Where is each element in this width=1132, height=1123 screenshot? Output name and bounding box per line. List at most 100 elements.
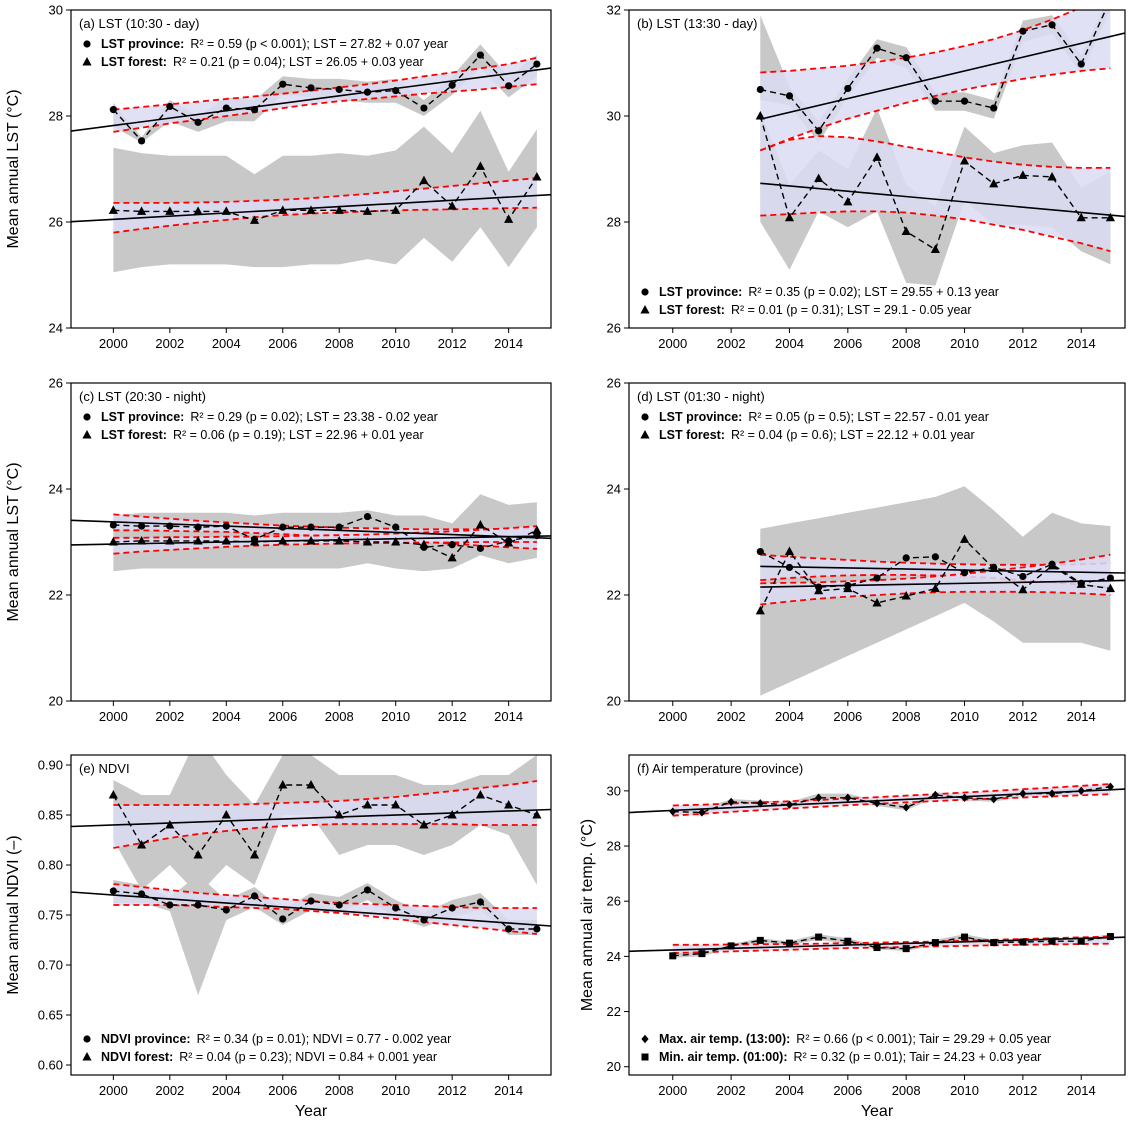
x-tick-label: 2008	[325, 1083, 354, 1098]
y-tick-label: 0.70	[38, 958, 63, 973]
x-tick-label: 2000	[658, 709, 687, 724]
data-point-0-2012	[448, 81, 456, 89]
data-point-1-2003	[193, 206, 203, 215]
x-tick-label: 2002	[717, 336, 746, 351]
data-point-1-2013	[1047, 560, 1057, 570]
series-line-1	[113, 524, 538, 559]
data-point-1-2013	[475, 520, 486, 529]
data-point-0-2004	[785, 800, 794, 809]
legend-label: LST forest:	[101, 428, 167, 442]
y-tick-label: 26	[49, 215, 63, 230]
data-point-0-2013	[1048, 21, 1056, 29]
data-point-0-2000	[109, 887, 117, 895]
data-point-1-2011	[419, 539, 429, 549]
legend-marker-1	[82, 1052, 92, 1061]
data-point-1-2008	[901, 591, 911, 600]
data-point-1-2010	[961, 933, 969, 941]
x-tick-label: 2002	[155, 1083, 184, 1098]
legend-marker-1	[82, 57, 92, 66]
legend-entry-1: NDVI forest: R² = 0.04 (p = 0.23); NDVI =…	[101, 1050, 437, 1064]
data-point-1-2004	[785, 939, 793, 947]
x-tick-label: 2008	[892, 336, 921, 351]
legend-stats: R² = 0.04 (p = 0.6); LST = 22.12 + 0.01 …	[731, 428, 975, 442]
y-tick-label: 22	[49, 588, 63, 603]
x-tick-label: 2002	[717, 709, 746, 724]
data-point-0-2012	[1019, 572, 1027, 581]
data-point-0-2008	[335, 901, 343, 909]
data-point-0-2003	[756, 799, 764, 808]
data-point-1-2012	[447, 201, 457, 210]
data-point-0-2008	[902, 54, 910, 62]
data-point-0-2009	[363, 886, 372, 894]
plot-frame-f	[628, 754, 1126, 1076]
data-point-1-2005	[814, 585, 824, 595]
data-point-1-2013	[475, 790, 486, 799]
series-line-0	[113, 515, 538, 550]
data-point-0-2004	[222, 522, 230, 530]
data-point-0-2013	[1048, 789, 1056, 798]
data-point-1-2011	[989, 563, 999, 572]
data-point-1-2004	[221, 206, 231, 215]
x-tick-label: 2000	[99, 1083, 128, 1098]
data-point-1-2005	[814, 173, 824, 183]
data-point-0-2003	[756, 85, 764, 94]
plot-frame-a	[70, 9, 552, 329]
legend-label: LST forest:	[659, 303, 725, 317]
data-point-1-2008	[334, 535, 344, 545]
data-point-0-2009	[931, 97, 939, 105]
data-point-1-2004	[784, 546, 795, 556]
x-tick-label: 2000	[99, 709, 128, 724]
ci-upper-line-1	[759, 135, 1111, 169]
data-point-1-2015	[532, 171, 542, 181]
legend-label: LST province:	[101, 410, 184, 424]
data-point-1-2007	[306, 780, 316, 789]
data-point-0-2003	[194, 523, 202, 531]
x-tick-label: 2014	[1067, 1083, 1096, 1098]
panel-title: (f) Air temperature (province)	[637, 761, 803, 776]
y-tick-label: 0.90	[38, 758, 63, 773]
data-point-1-2007	[872, 597, 882, 607]
data-point-1-2003	[193, 850, 203, 859]
data-point-1-2003	[756, 936, 764, 944]
data-point-0-2010	[392, 86, 400, 95]
legend-marker-0	[83, 413, 91, 421]
series-line-1	[113, 164, 538, 222]
legend-entry-1: Min. air temp. (01:00): R² = 0.32 (p = 0.…	[659, 1050, 1041, 1064]
x-tick-label: 2012	[438, 1083, 467, 1098]
legend-stats: R² = 0.32 (p = 0.01); Tair = 24.23 + 0.0…	[794, 1050, 1042, 1064]
data-point-0-2004	[785, 92, 794, 100]
ci-lower-line-0	[672, 793, 1111, 817]
data-point-0-2009	[363, 88, 372, 96]
x-tick-label: 2004	[212, 709, 241, 724]
legend-marker-1	[640, 305, 650, 314]
data-point-0-2008	[335, 523, 343, 531]
legend-entry-1: LST forest: R² = 0.06 (p = 0.19); LST = 2…	[101, 428, 424, 442]
series-line-1	[672, 935, 1111, 957]
data-point-0-2007	[307, 897, 315, 905]
data-point-1-2015	[532, 525, 542, 534]
data-point-1-2012	[447, 810, 457, 819]
legend-label: NDVI forest:	[101, 1050, 173, 1064]
data-point-0-2010	[392, 523, 400, 531]
data-point-0-2011	[990, 104, 998, 112]
legend-marker-1	[640, 430, 650, 439]
y-axis-label: Mean annual air temp. (°C)	[579, 819, 596, 1011]
y-tick-label: 30	[607, 783, 621, 798]
trend-line-0	[760, 32, 1125, 120]
data-point-1-2002	[165, 820, 175, 829]
legend-stats: R² = 0.21 (p = 0.04); LST = 26.05 + 0.03…	[173, 55, 424, 69]
y-tick-label: 24	[607, 482, 621, 497]
series-line-0	[112, 54, 538, 142]
trend-line-1	[760, 182, 1125, 218]
legend-stats: R² = 0.05 (p = 0.5); LST = 22.57 - 0.01 …	[748, 410, 989, 424]
legend-entry-0: Max. air temp. (13:00): R² = 0.66 (p < 0.…	[659, 1032, 1051, 1046]
data-point-0-2008	[335, 85, 343, 94]
y-axis-label: Mean annual LST (°C)	[5, 89, 22, 248]
data-point-1-2006	[844, 937, 852, 945]
confidence-band-1	[113, 178, 537, 233]
data-point-1-2001	[136, 535, 147, 545]
x-tick-label: 2002	[155, 336, 184, 351]
y-tick-label: 26	[607, 894, 621, 909]
data-point-1-2000	[669, 952, 677, 960]
confidence-band-1	[113, 781, 537, 848]
